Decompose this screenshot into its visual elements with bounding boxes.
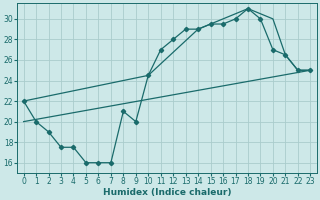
X-axis label: Humidex (Indice chaleur): Humidex (Indice chaleur) bbox=[103, 188, 231, 197]
